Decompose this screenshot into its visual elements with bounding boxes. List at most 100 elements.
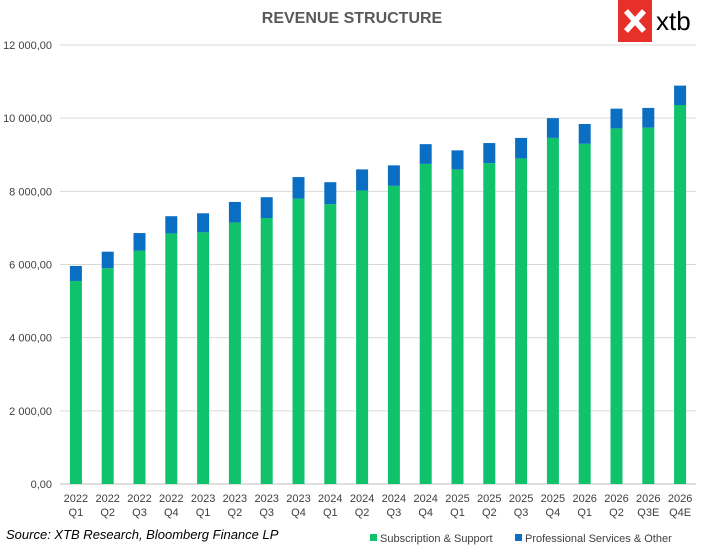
x-tick-label: 2023 [286, 493, 310, 505]
bar-subscription-support [578, 143, 591, 484]
bar-subscription-support [324, 204, 337, 484]
bar-subscription-support [292, 198, 305, 484]
bar-subscription-support [165, 233, 178, 484]
bars [69, 85, 687, 485]
bar-subscription-support [197, 232, 210, 484]
bar-professional-services [260, 197, 273, 219]
bar-professional-services [387, 165, 400, 186]
x-tick-label: 2023 [191, 493, 215, 505]
x-tick-label: 2022 [95, 493, 119, 505]
bar-subscription-support [387, 185, 400, 485]
bar-professional-services [228, 201, 241, 223]
chart-title: REVENUE STRUCTURE [262, 10, 443, 27]
x-tick-label: Q2 [609, 507, 624, 519]
xtb-logo: xtb [618, 0, 706, 42]
x-tick-label: 2023 [254, 493, 278, 505]
bar-subscription-support [546, 137, 559, 484]
y-tick-label: 10 000,00 [3, 113, 52, 125]
x-tick-label: Q2 [100, 507, 115, 519]
y-tick-label: 8 000,00 [9, 186, 52, 198]
bar-subscription-support [674, 104, 687, 484]
bar-professional-services [674, 85, 687, 105]
x-tick-label: 2024 [350, 493, 374, 505]
x-tick-label: 2026 [668, 493, 692, 505]
bar-subscription-support [356, 190, 369, 484]
legend-swatch [370, 534, 377, 541]
bar-professional-services [324, 182, 337, 205]
legend-label: Subscription & Support [380, 533, 493, 545]
bar-professional-services [133, 233, 146, 251]
bar-subscription-support [101, 268, 114, 484]
x-tick-label: 2022 [127, 493, 151, 505]
x-tick-label: Q3E [637, 507, 659, 519]
bar-professional-services [356, 169, 369, 191]
y-tick-label: 12 000,00 [3, 40, 52, 52]
y-axis: 0,00 2 000,00 4 000,00 6 000,00 8 000,00 10 0… [3, 40, 52, 491]
x-tick-label: 2024 [318, 493, 342, 505]
bar-subscription-support [642, 127, 655, 484]
legend: Subscription & Support Professional Servi… [370, 533, 672, 545]
x-tick-label: Q3 [132, 507, 147, 519]
x-tick-label: Q4 [546, 507, 561, 519]
x-tick-label: 2024 [382, 493, 406, 505]
bar-professional-services [165, 216, 178, 234]
bar-professional-services [197, 213, 210, 233]
x-tick-label: 2023 [223, 493, 247, 505]
x-tick-label: Q4 [164, 507, 179, 519]
x-tick-label: 2024 [413, 493, 437, 505]
x-tick-label: Q1 [196, 507, 211, 519]
bar-professional-services [419, 144, 432, 164]
x-tick-label: Q3 [259, 507, 274, 519]
bar-subscription-support [483, 163, 496, 484]
x-tick-label: Q4 [418, 507, 433, 519]
source-note: Source: XTB Research, Bloomberg Finance … [6, 527, 279, 542]
x-tick-label: 2022 [159, 493, 183, 505]
x-tick-label: Q1 [323, 507, 338, 519]
bar-subscription-support [228, 222, 241, 484]
x-tick-label: 2026 [572, 493, 596, 505]
y-tick-label: 0,00 [31, 479, 52, 491]
bar-professional-services [546, 118, 559, 138]
y-tick-label: 2 000,00 [9, 406, 52, 418]
bar-professional-services [101, 251, 114, 269]
bar-subscription-support [610, 128, 623, 484]
gridlines [60, 44, 696, 485]
x-tick-label: Q3 [514, 507, 529, 519]
x-tick-label: 2025 [509, 493, 533, 505]
bar-professional-services [69, 265, 82, 281]
x-tick-label: Q4 [291, 507, 306, 519]
x-tick-label: 2025 [445, 493, 469, 505]
x-tick-label: Q3 [387, 507, 402, 519]
legend-label: Professional Services & Other [525, 533, 672, 545]
x-tick-label: 2025 [477, 493, 501, 505]
bar-professional-services [578, 124, 591, 144]
x-tick-label: Q1 [577, 507, 592, 519]
x-tick-label: 2026 [604, 493, 628, 505]
y-tick-label: 4 000,00 [9, 333, 52, 345]
x-tick-label: Q4E [669, 507, 691, 519]
bar-subscription-support [69, 280, 82, 484]
y-tick-label: 6 000,00 [9, 260, 52, 272]
x-tick-label: Q1 [450, 507, 465, 519]
x-tick-label: 2025 [541, 493, 565, 505]
x-tick-label: Q2 [482, 507, 497, 519]
x-axis: 2022 Q1 2022 Q2 2022 Q3 2022 Q4 2023 Q1 2023 Q2 2023… [64, 493, 693, 519]
bar-subscription-support [451, 169, 464, 484]
bar-subscription-support [419, 163, 432, 485]
x-tick-label: Q2 [355, 507, 370, 519]
bar-professional-services [610, 108, 623, 129]
bar-subscription-support [515, 158, 528, 485]
x-tick-label: Q2 [228, 507, 243, 519]
legend-swatch [515, 534, 522, 541]
bar-subscription-support [133, 250, 146, 484]
x-tick-label: Q1 [69, 507, 84, 519]
bar-professional-services [451, 150, 464, 170]
bar-professional-services [292, 177, 305, 199]
bar-professional-services [515, 137, 528, 159]
bar-professional-services [483, 143, 496, 164]
bar-subscription-support [260, 218, 273, 484]
bar-professional-services [642, 107, 655, 128]
logo-text: xtb [656, 5, 691, 36]
x-mark-icon [618, 0, 652, 42]
